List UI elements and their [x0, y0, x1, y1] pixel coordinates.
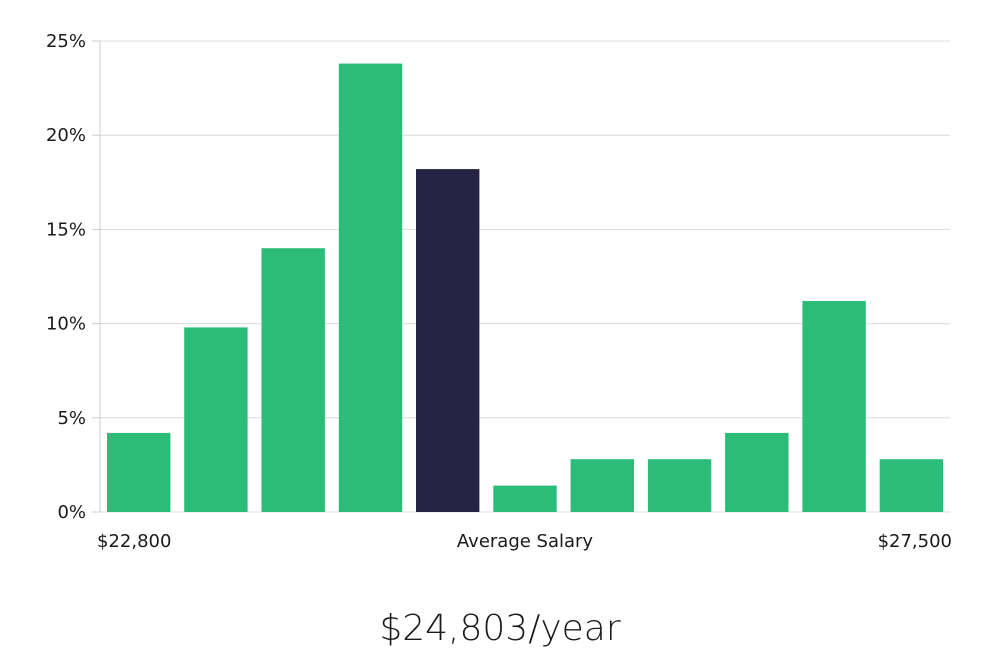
bar	[647, 459, 712, 512]
bar	[570, 459, 634, 512]
y-tick-label: 20%	[46, 125, 86, 146]
bar-average-salary	[416, 169, 480, 512]
y-tick-label: 25%	[46, 31, 86, 52]
bar	[338, 63, 403, 512]
bar	[493, 485, 557, 512]
bar	[879, 459, 944, 512]
y-tick-label: 15%	[46, 219, 86, 240]
y-axis-ticks: 0% 5% 10% 15% 20% 25%	[46, 31, 100, 523]
bar	[184, 327, 248, 512]
y-tick-label: 0%	[57, 502, 86, 523]
bar	[725, 432, 789, 512]
bar	[107, 432, 171, 512]
bars	[107, 63, 944, 512]
y-tick-label: 10%	[46, 314, 86, 335]
bar	[261, 248, 325, 512]
salary-histogram-chart: 0%5%10%15%20%25% $22,800 Average Salary …	[46, 31, 952, 552]
average-salary-value: $24,803/year	[379, 608, 621, 649]
y-tick-label: 5%	[57, 408, 86, 429]
bar	[802, 301, 866, 512]
x-label-max: $27,500	[878, 531, 952, 552]
x-label-min: $22,800	[97, 531, 171, 552]
x-label-average: Average Salary	[457, 531, 594, 552]
